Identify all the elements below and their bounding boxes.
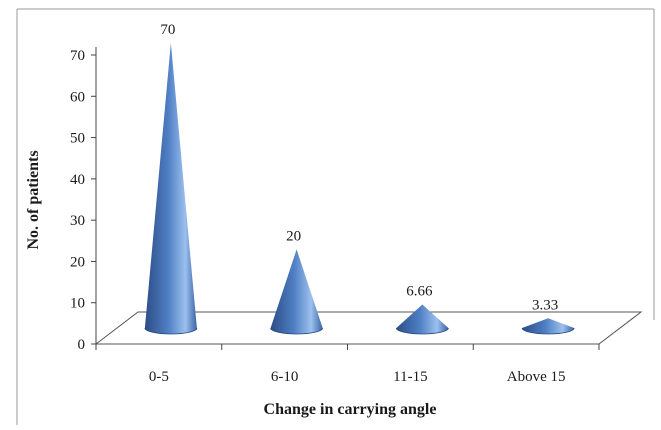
cone-base-edge [521,327,575,335]
cone-2 [395,304,449,335]
data-label: 6.66 [406,284,433,300]
category-label: Above 15 [507,369,566,385]
y-tick-label: 40 [70,172,85,188]
y-axis-title: No. of patients [25,150,42,249]
y-tick-label: 30 [70,213,85,229]
cone-body [396,304,449,334]
y-ticks: 0 10 20 30 40 50 60 70 [70,48,96,353]
data-label: 70 [160,22,175,38]
y-tick-label: 0 [78,337,86,353]
data-labels: 70 20 6.66 3.33 [160,22,558,313]
category-label: 0-5 [149,369,169,385]
cone-base-edge [395,327,449,335]
cone-base-edge [270,327,324,335]
y-tick-label: 70 [70,48,85,64]
cone-body [270,249,323,334]
y-tick-label: 20 [70,254,85,270]
y-tick-label: 50 [70,131,85,147]
y-tick-label: 60 [70,89,85,105]
data-label: 3.33 [532,297,558,313]
data-label: 20 [286,228,301,244]
y-tick-label: 10 [70,296,85,312]
cone-1 [270,249,324,335]
cone-0 [144,43,198,335]
cone-base-edge [144,327,198,335]
cone-body [144,43,197,334]
category-label: 6-10 [271,369,299,385]
cone-body [522,318,575,334]
category-labels: 0-5 6-10 11-15 Above 15 [149,369,566,385]
x-ticks [95,344,600,350]
chart-floor [94,311,643,345]
cone-3 [521,318,575,335]
category-label: 11-15 [393,369,427,385]
cones [144,43,575,335]
x-axis-title: Change in carrying angle [264,401,437,418]
